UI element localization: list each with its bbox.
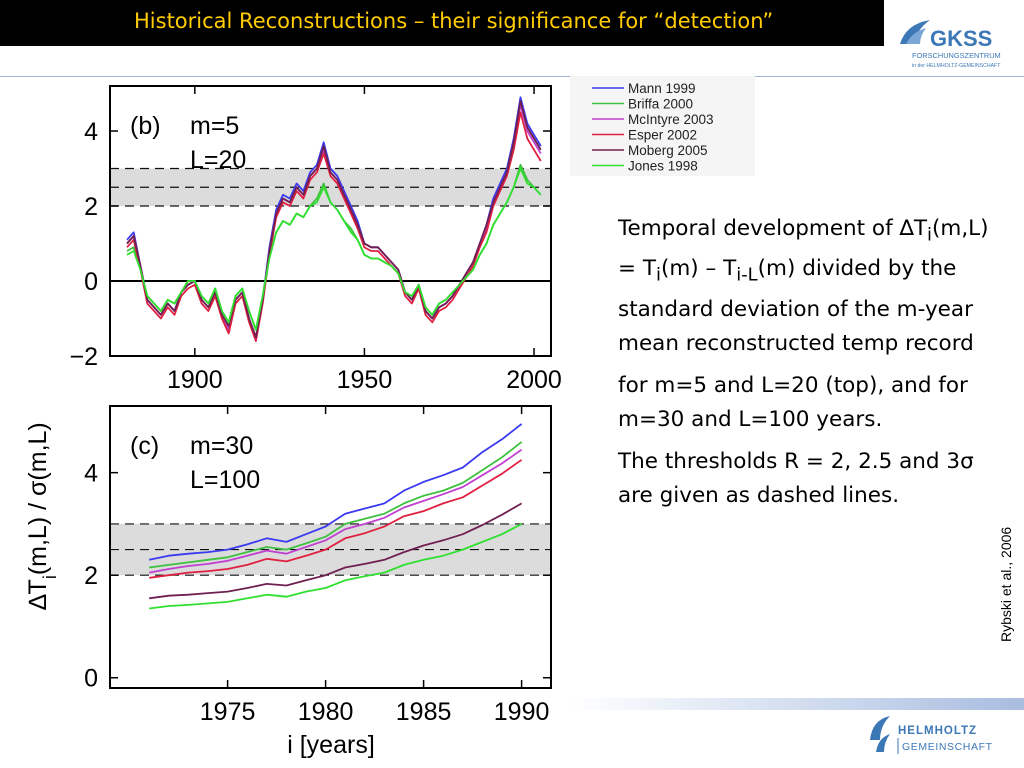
gkss-logo-line1: FORSCHUNGSZENTRUM — [912, 51, 1001, 60]
gkss-logo-line2: in der HELMHOLTZ-GEMEINSCHAFT — [912, 63, 1001, 69]
y-tick-label: 0 — [84, 268, 98, 296]
helmholtz-logo: HELMHOLTZ GEMEINSCHAFT — [870, 716, 993, 754]
citation: Rybski et al., 2006 — [998, 526, 1014, 642]
description-rest: (m) divided by the standard deviation of… — [618, 256, 974, 356]
series-line-mcintyre-2003 — [149, 448, 523, 574]
description-mid-1: (m,L) = T — [618, 216, 989, 282]
legend-background — [570, 76, 755, 176]
helmholtz-leaf-icon — [870, 716, 890, 740]
description-paragraph-1: Temporal development of ∆Ti(m,L) = Ti(m)… — [618, 212, 990, 361]
x-tick-label: 1985 — [396, 698, 452, 726]
y-tick-label: 4 — [84, 118, 98, 146]
series-line-jones-1998 — [149, 523, 523, 610]
gkss-swoosh-inner-icon — [906, 28, 926, 44]
x-axis-label: i [years] — [287, 731, 375, 759]
y-axis-label-sub: i — [40, 575, 60, 579]
description-sub-i: i — [927, 224, 933, 246]
y-axis-label-delta: ∆T — [24, 579, 52, 610]
description-sub-il: i-L — [736, 264, 758, 286]
x-tick-label: 1980 — [298, 698, 354, 726]
panel-label: (b) — [130, 112, 161, 140]
y-tick-label: 0 — [84, 665, 98, 693]
description-sub-i-2: i — [655, 264, 661, 286]
legend-label: Briffa 2000 — [628, 97, 693, 112]
panel-c: 1975 1980 1985 1990 0 2 4 (c) m=30 L=100 — [84, 405, 552, 726]
y-tick-label: 2 — [84, 193, 98, 221]
legend-label: McIntyre 2003 — [628, 112, 714, 127]
series-line-esper-2002 — [149, 459, 523, 579]
description-mid-2: (m) – T — [660, 256, 737, 282]
series-line-jones-1998 — [126, 167, 542, 331]
x-tick-label: 2000 — [506, 366, 562, 394]
description-delta: ∆ — [899, 216, 914, 241]
y-tick-label: 2 — [84, 562, 98, 590]
helmholtz-leaf-small-icon — [876, 734, 890, 752]
y-axis-label-rest: (m,L) / σ(m,L) — [24, 422, 52, 575]
legend-label: Moberg 2005 — [628, 143, 708, 158]
x-tick-label: 1990 — [494, 698, 550, 726]
panel-parameter: m=30 — [190, 432, 253, 460]
header-divider — [0, 76, 1024, 77]
y-axis-label: ∆Ti(m,L) / σ(m,L) — [24, 422, 60, 610]
legend-label: Esper 2002 — [628, 128, 697, 143]
panel-parameter: L=20 — [190, 146, 246, 174]
series-line-moberg-2005 — [149, 502, 523, 600]
panel-label: (c) — [130, 432, 159, 460]
legend-label: Mann 1999 — [628, 81, 696, 96]
y-tick-label: −2 — [69, 343, 98, 371]
figure-panels: 1900 1950 2000 −2 0 2 4 (b) m=5 L=20 1975 1980 1985… — [24, 85, 562, 759]
footer-band — [568, 698, 1024, 710]
title-bar: Historical Reconstructions – their signi… — [0, 0, 884, 46]
panel-parameter: m=5 — [190, 112, 239, 140]
description: Temporal development of ∆Ti(m,L) = Ti(m)… — [618, 212, 990, 521]
description-intro: Temporal development of — [618, 216, 900, 241]
legend-label: Jones 1998 — [628, 159, 698, 174]
helmholtz-logo-line1: HELMHOLTZ — [898, 725, 977, 737]
slide-title: Historical Reconstructions – their signi… — [134, 9, 774, 33]
description-paragraph-3: The thresholds R = 2, 2.5 and 3σ are giv… — [618, 448, 974, 508]
x-tick-label: 1900 — [167, 366, 223, 394]
panel-parameter: L=100 — [190, 466, 260, 494]
plot-frame — [109, 405, 552, 689]
description-paragraph-2: for m=5 and L=20 (top), and for m=30 and… — [618, 372, 968, 432]
gkss-logo: GKSS FORSCHUNGSZENTRUM in der HELMHOLTZ-… — [900, 20, 1001, 69]
panel-b: 1900 1950 2000 −2 0 2 4 (b) m=5 L=20 — [69, 85, 562, 394]
x-tick-label: 1975 — [200, 698, 256, 726]
helmholtz-logo-line2: GEMEINSCHAFT — [902, 741, 993, 753]
y-tick-label: 4 — [84, 460, 98, 488]
plot-frame — [109, 85, 552, 357]
gkss-logo-name: GKSS — [930, 26, 992, 51]
series-line-briffa-2000 — [149, 441, 523, 569]
series-line-esper-2002 — [126, 111, 542, 342]
description-t: T — [913, 216, 928, 241]
x-tick-label: 1950 — [337, 366, 393, 394]
series-line-mann-1999 — [149, 423, 523, 561]
gkss-swoosh-icon — [900, 20, 930, 44]
